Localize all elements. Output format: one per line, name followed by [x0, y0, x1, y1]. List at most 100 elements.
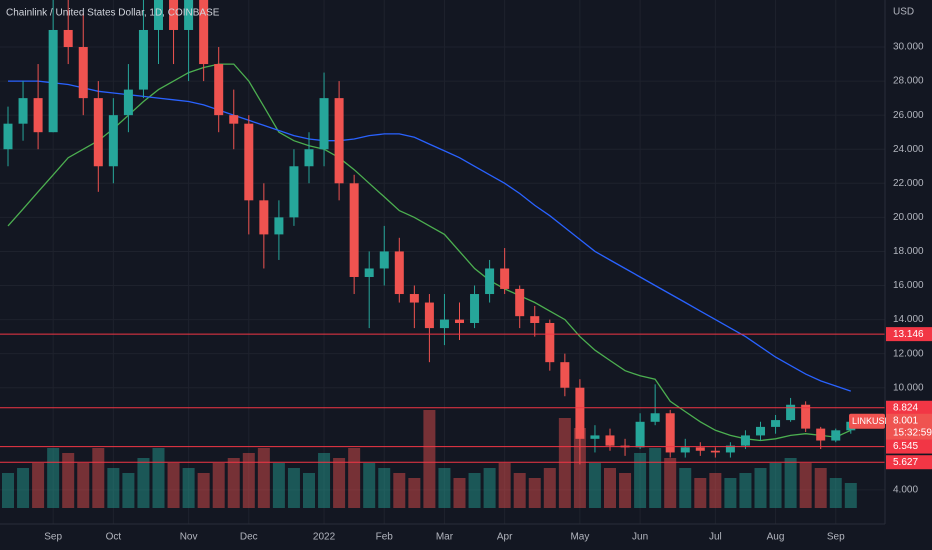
volume-bar: [182, 468, 195, 508]
candle-body: [379, 251, 389, 269]
price-tag: [886, 455, 932, 470]
y-tick-label: 24.000: [893, 144, 924, 155]
candle-body: [394, 251, 404, 295]
volume-bar: [558, 418, 571, 508]
volume-bar: [348, 448, 361, 508]
x-tick-label: Jun: [632, 532, 648, 543]
price-tag: [886, 400, 932, 415]
volume-bar: [724, 478, 737, 508]
candle-body: [710, 450, 720, 453]
volume-bar: [453, 478, 466, 508]
candle-body: [108, 115, 118, 167]
y-tick-label: 28.000: [893, 76, 924, 87]
y-tick-label: 14.000: [893, 314, 924, 325]
volume-bar: [739, 473, 752, 508]
candle-body: [63, 29, 73, 48]
last-price-label: 8.001: [893, 415, 918, 426]
candle-body: [455, 319, 464, 323]
candle-body: [771, 420, 781, 427]
volume-bar: [513, 473, 526, 508]
candle-body: [695, 447, 705, 451]
last-price-tag: [886, 413, 932, 440]
chart-title: Chainlink / United States Dollar, 1D, CO…: [6, 8, 220, 19]
volume-bar: [137, 458, 150, 508]
candle-body: [816, 428, 826, 441]
volume-bar: [814, 468, 827, 508]
volume-bar: [2, 473, 14, 508]
candle-body: [831, 430, 841, 441]
volume-bar: [152, 448, 165, 508]
volume-bar: [77, 463, 90, 508]
volume-bar: [287, 468, 300, 508]
x-tick-label: Oct: [106, 532, 122, 543]
candle-body: [274, 217, 284, 235]
y-tick-label: 18.000: [893, 246, 924, 257]
x-tick-label: Apr: [497, 532, 513, 543]
volume-bar: [167, 463, 180, 508]
volume-bar: [92, 448, 105, 508]
candle-body: [680, 447, 690, 453]
x-tick-label: Sep: [44, 532, 62, 543]
volume-bar: [468, 473, 481, 508]
volume-bar: [107, 468, 120, 508]
x-tick-label: Jul: [709, 532, 722, 543]
volume-pane: [2, 410, 857, 508]
y-tick-label: 30.000: [893, 42, 924, 53]
price-tag: [886, 327, 932, 342]
candle-body: [500, 268, 510, 289]
candle-body: [199, 0, 209, 65]
candle-body: [289, 166, 299, 218]
x-tick-label: Nov: [180, 532, 198, 543]
volume-bar: [423, 410, 436, 508]
y-tick-label: 4.000: [893, 485, 918, 496]
candle-body: [169, 0, 179, 30]
volume-bar: [212, 463, 225, 508]
candle-body: [545, 322, 555, 363]
plot-area: [0, 0, 885, 465]
y-axis-label: USD: [893, 7, 914, 18]
volume-bar: [528, 478, 541, 508]
volume-bar: [363, 463, 376, 508]
candle-body: [485, 268, 495, 295]
y-tick-label: 12.000: [893, 348, 924, 359]
x-tick-label: May: [570, 532, 589, 543]
volume-bar: [438, 468, 451, 508]
volume-bar: [588, 463, 601, 508]
candle-body: [33, 98, 43, 133]
volume-bar: [333, 458, 346, 508]
candle-body: [530, 316, 540, 323]
candle-body: [560, 362, 570, 388]
candle-body: [635, 421, 645, 448]
volume-bar: [709, 473, 722, 508]
symbol-tag-label: LINKUSD: [852, 416, 892, 426]
candle-body: [756, 426, 765, 436]
candle-body: [409, 294, 419, 303]
candle-body: [18, 98, 28, 124]
volume-bar: [829, 478, 842, 508]
candle-body: [364, 268, 374, 277]
candle-body: [801, 404, 811, 429]
candle-body: [93, 98, 103, 167]
volume-bar: [784, 458, 797, 508]
volume-bar: [122, 473, 135, 508]
candle-body: [439, 319, 449, 329]
volume-bar: [664, 458, 677, 508]
candle-body: [334, 98, 344, 184]
price-tag-label: 6.545: [893, 441, 918, 452]
volume-bar: [408, 478, 421, 508]
price-tag: [886, 439, 932, 454]
candle-body: [319, 98, 329, 150]
volume-bar: [272, 463, 285, 508]
volume-bar: [378, 468, 391, 508]
volume-bar: [197, 473, 210, 508]
x-tick-label: 2022: [313, 532, 336, 543]
candle-body: [590, 435, 600, 439]
volume-bar: [47, 448, 60, 508]
candle-body: [229, 115, 239, 124]
moving-average-line: [8, 80, 852, 392]
x-tick-label: Feb: [376, 532, 394, 543]
candle-body: [650, 413, 660, 422]
volume-bar: [799, 463, 812, 508]
